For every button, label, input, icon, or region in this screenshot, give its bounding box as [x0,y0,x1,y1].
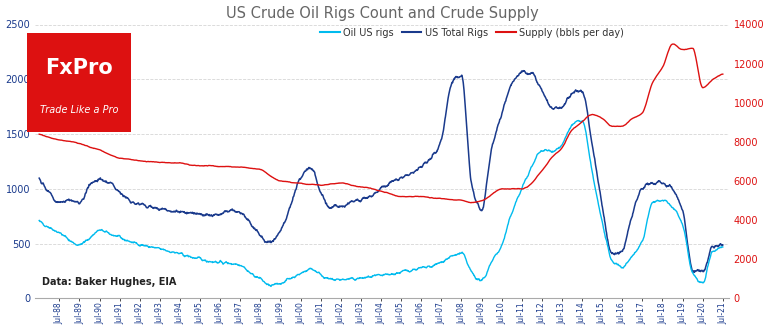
Text: Trade Like a Pro: Trade Like a Pro [40,105,118,115]
Legend: Oil US rigs, US Total Rigs, Supply (bbls per day): Oil US rigs, US Total Rigs, Supply (bbls… [316,24,628,42]
Title: US Crude Oil Rigs Count and Crude Supply: US Crude Oil Rigs Count and Crude Supply [226,6,538,20]
Text: Data: Baker Hughes, EIA: Data: Baker Hughes, EIA [42,278,176,287]
Text: FxPro: FxPro [45,58,112,78]
